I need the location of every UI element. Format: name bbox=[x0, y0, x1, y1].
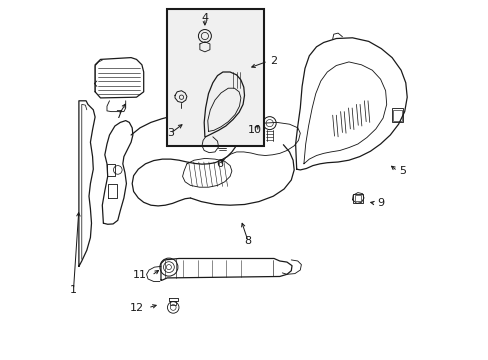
Text: 10: 10 bbox=[248, 125, 262, 135]
Text: 4: 4 bbox=[201, 13, 208, 23]
Bar bbox=[392, 110, 401, 121]
Text: 6: 6 bbox=[215, 159, 223, 169]
Bar bbox=[167, 9, 264, 146]
Text: 11: 11 bbox=[133, 270, 147, 280]
Text: 1: 1 bbox=[70, 285, 77, 295]
Text: 9: 9 bbox=[377, 198, 384, 208]
Text: 8: 8 bbox=[244, 236, 251, 246]
Text: 7: 7 bbox=[115, 110, 122, 120]
Bar bbox=[352, 194, 363, 203]
Bar bbox=[354, 195, 361, 201]
Text: 2: 2 bbox=[269, 56, 276, 66]
Bar bbox=[391, 108, 402, 122]
Text: 3: 3 bbox=[167, 128, 174, 138]
Text: 12: 12 bbox=[129, 303, 143, 313]
Text: 5: 5 bbox=[399, 166, 406, 176]
